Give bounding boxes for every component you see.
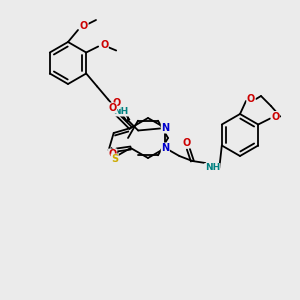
Text: NH: NH: [205, 164, 220, 172]
Text: O: O: [109, 103, 117, 113]
Text: O: O: [271, 112, 279, 122]
Text: S: S: [111, 154, 118, 164]
Text: O: O: [80, 21, 88, 31]
Text: O: O: [182, 138, 190, 148]
Text: N: N: [161, 123, 169, 133]
Text: O: O: [100, 40, 108, 50]
Text: N: N: [161, 143, 169, 153]
Text: O: O: [109, 149, 117, 159]
Text: NH: NH: [114, 107, 129, 116]
Text: O: O: [247, 94, 255, 104]
Text: O: O: [112, 98, 120, 109]
